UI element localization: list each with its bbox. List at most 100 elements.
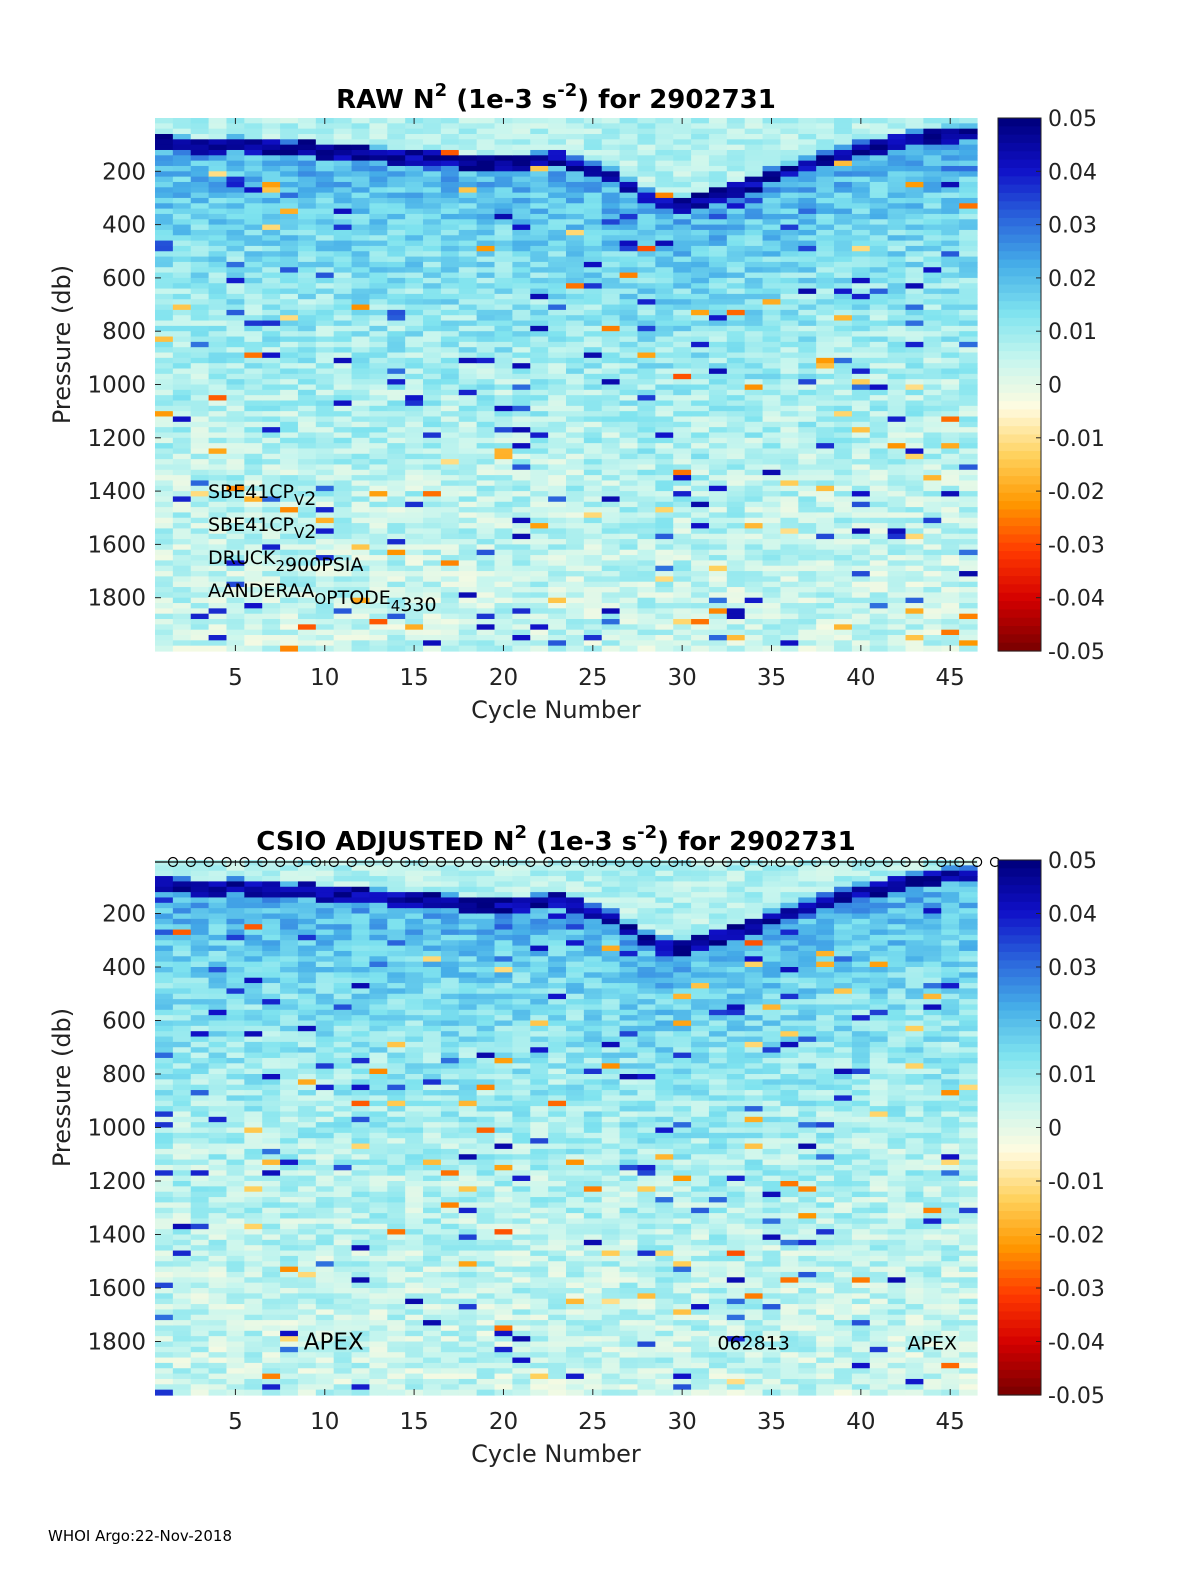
- heatmap-cell: [226, 427, 245, 434]
- heatmap-cell: [637, 437, 656, 444]
- heatmap-cell: [566, 533, 585, 540]
- heatmap-cell: [583, 149, 603, 156]
- heatmap-cell: [458, 315, 478, 322]
- heatmap-cell: [583, 416, 603, 423]
- heatmap-cell: [708, 309, 728, 316]
- heatmap-cell: [226, 160, 245, 167]
- heatmap-cell: [172, 363, 192, 370]
- heatmap-cell: [262, 336, 281, 343]
- heatmap-cell: [619, 149, 639, 156]
- heatmap-cell: [458, 352, 478, 359]
- heatmap-cell: [512, 587, 531, 593]
- heatmap-cell: [869, 357, 889, 364]
- heatmap-cell: [530, 443, 549, 450]
- heatmap-cell: [923, 133, 942, 140]
- heatmap-cell: [476, 395, 496, 402]
- heatmap-cell: [798, 171, 817, 178]
- heatmap-cell: [208, 144, 228, 151]
- heatmap-cell: [190, 581, 210, 588]
- heatmap-cell: [655, 405, 674, 412]
- heatmap-cell: [369, 501, 388, 508]
- heatmap-cell: [155, 956, 174, 963]
- heatmap-cell: [280, 384, 299, 391]
- heatmap-cell: [726, 224, 746, 231]
- heatmap-cell: [691, 421, 710, 428]
- heatmap-cell: [333, 555, 353, 561]
- heatmap-cell: [155, 160, 174, 167]
- heatmap-cell: [155, 1116, 174, 1123]
- heatmap-cell: [262, 555, 281, 561]
- heatmap-cell: [244, 181, 263, 188]
- heatmap-cell: [798, 373, 817, 380]
- heatmap-cell: [708, 635, 728, 641]
- heatmap-cell: [280, 448, 299, 455]
- heatmap-cell: [172, 1223, 192, 1230]
- heatmap-cell: [798, 475, 817, 482]
- heatmap-cell: [691, 245, 710, 252]
- heatmap-cell: [923, 139, 942, 146]
- heatmap-cell: [155, 983, 174, 989]
- heatmap-cell: [726, 544, 746, 551]
- heatmap-cell: [869, 240, 889, 247]
- heatmap-cell: [905, 491, 924, 498]
- colorbar-swatch: [998, 334, 1041, 344]
- heatmap-cell: [691, 640, 710, 647]
- heatmap-cell: [155, 459, 174, 466]
- heatmap-cell: [458, 363, 478, 370]
- heatmap-cell: [262, 464, 281, 471]
- heatmap-cell: [780, 320, 799, 327]
- heatmap-cell: [208, 347, 228, 354]
- heatmap-cell: [673, 427, 692, 434]
- heatmap-cell: [530, 187, 549, 194]
- heatmap-cell: [423, 363, 442, 370]
- heatmap-cell: [887, 213, 907, 220]
- heatmap-cell: [190, 1020, 210, 1027]
- heatmap-cell: [476, 581, 496, 588]
- heatmap-cell: [244, 176, 263, 183]
- heatmap-cell: [708, 405, 728, 412]
- heatmap-cell: [780, 224, 799, 231]
- heatmap-cell: [172, 1202, 192, 1209]
- heatmap-cell: [172, 315, 192, 322]
- heatmap-cell: [566, 347, 585, 354]
- heatmap-cell: [619, 245, 639, 252]
- heatmap-cell: [959, 619, 978, 625]
- heatmap-cell: [762, 213, 782, 220]
- heatmap-cell: [351, 459, 371, 466]
- heatmap-cell: [834, 480, 853, 487]
- heatmap-cell: [333, 421, 353, 428]
- heatmap-cell: [637, 635, 656, 641]
- heatmap-cell: [834, 619, 853, 625]
- heatmap-cell: [959, 635, 978, 641]
- x-tick-label: 5: [228, 665, 243, 691]
- heatmap-cell: [387, 283, 406, 290]
- heatmap-cell: [172, 560, 192, 567]
- colorbar-swatch: [998, 392, 1041, 402]
- heatmap-cell: [601, 645, 621, 652]
- heatmap-cell: [155, 1298, 174, 1305]
- heatmap-cell: [190, 288, 210, 295]
- heatmap-cell: [387, 363, 406, 370]
- heatmap-cell: [512, 171, 531, 178]
- heatmap-cell: [297, 261, 317, 268]
- heatmap-cell: [673, 352, 692, 359]
- heatmap-cell: [655, 475, 674, 482]
- heatmap-cell: [387, 560, 406, 567]
- heatmap-cell: [923, 176, 942, 183]
- heatmap-cell: [566, 149, 585, 156]
- colorbar-swatch: [998, 342, 1041, 352]
- heatmap-cell: [655, 608, 674, 615]
- heatmap-cell: [655, 192, 674, 199]
- heatmap-cell: [923, 197, 942, 204]
- colorbar-swatch: [998, 376, 1041, 386]
- heatmap-cell: [262, 421, 281, 428]
- heatmap-cell: [762, 373, 782, 380]
- heatmap-cell: [744, 192, 764, 199]
- heatmap-cell: [923, 453, 942, 460]
- heatmap-cell: [172, 1052, 192, 1059]
- heatmap-cell: [190, 272, 210, 279]
- heatmap-cell: [941, 416, 960, 423]
- heatmap-cell: [208, 363, 228, 370]
- heatmap-cell: [297, 203, 317, 210]
- colorbar-swatch: [998, 451, 1041, 461]
